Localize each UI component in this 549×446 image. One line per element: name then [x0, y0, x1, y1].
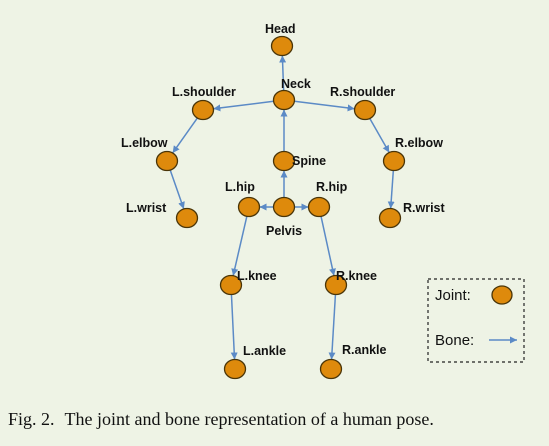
joint-label-l-ankle: L.ankle	[243, 344, 286, 358]
joint-label-l-knee: L.knee	[237, 269, 277, 283]
bone-neck-to-r-shoulder	[294, 100, 355, 112]
joint-l-elbow	[155, 150, 179, 172]
joint-l-ankle	[223, 358, 247, 380]
joint-label-l-hip: L.hip	[225, 180, 255, 194]
joint-label-r-hip: R.hip	[316, 180, 348, 194]
joint-r-shoulder	[353, 99, 377, 121]
bone-l-shoulder-to-l-elbow	[172, 117, 198, 154]
joint-pelvis	[272, 196, 296, 218]
joint-label-spine: Spine	[292, 154, 326, 168]
joint-label-pelvis: Pelvis	[266, 224, 302, 238]
bone-r-hip-to-r-knee	[320, 216, 336, 276]
joint-l-knee	[219, 274, 243, 296]
legend: Joint: Bone:	[427, 278, 525, 363]
joint-labels: Head Neck L.shoulder R.shoulder L.elbow R.elb…	[121, 22, 446, 358]
joint-l-shoulder	[191, 99, 215, 121]
joint-label-r-knee: R.knee	[336, 269, 377, 283]
joint-label-l-wrist: L.wrist	[126, 201, 167, 215]
caption-text: The joint and bone representation of a h…	[64, 409, 434, 429]
joint-label-r-elbow: R.elbow	[395, 136, 443, 150]
bone-neck-to-head	[279, 55, 287, 91]
legend-bone-label: Bone:	[435, 332, 474, 349]
joint-r-wrist	[378, 207, 402, 229]
joint-r-ankle	[319, 358, 343, 380]
joint-label-r-wrist: R.wrist	[403, 201, 446, 215]
joints	[155, 35, 406, 380]
bone-l-knee-to-l-ankle	[230, 294, 238, 360]
joint-r-elbow	[382, 150, 406, 172]
joint-r-hip	[307, 196, 331, 218]
bone-l-elbow-to-l-wrist	[169, 169, 185, 210]
legend-box	[427, 278, 525, 363]
joint-l-wrist	[175, 207, 199, 229]
legend-joint-icon	[491, 285, 513, 305]
bone-r-shoulder-to-r-elbow	[369, 118, 390, 153]
joint-neck	[272, 89, 296, 111]
figure-caption: Fig. 2. The joint and bone representation…	[8, 409, 434, 430]
bone-l-hip-to-l-knee	[231, 216, 248, 276]
bones	[169, 55, 395, 360]
joint-label-head: Head	[265, 22, 296, 36]
bone-r-knee-to-r-ankle	[328, 294, 337, 360]
joint-l-hip	[237, 196, 261, 218]
joint-label-neck: Neck	[281, 77, 311, 91]
bone-r-elbow-to-r-wrist	[387, 170, 395, 209]
joint-label-r-ankle: R.ankle	[342, 343, 387, 357]
joint-r-knee	[324, 274, 348, 296]
bone-neck-to-l-shoulder	[213, 100, 274, 112]
joint-label-r-shoulder: R.shoulder	[330, 85, 395, 99]
legend-joint-label: Joint:	[435, 287, 471, 304]
joint-spine	[272, 150, 296, 172]
figure-number: Fig. 2.	[8, 409, 55, 429]
joint-label-l-elbow: L.elbow	[121, 136, 168, 150]
joint-head	[270, 35, 294, 57]
joint-label-l-shoulder: L.shoulder	[172, 85, 236, 99]
